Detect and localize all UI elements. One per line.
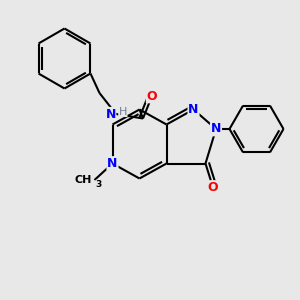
Text: O: O xyxy=(208,181,218,194)
Text: N: N xyxy=(107,157,118,170)
Text: 3: 3 xyxy=(96,180,102,189)
Text: N: N xyxy=(188,103,199,116)
Text: O: O xyxy=(147,89,157,103)
Text: CH: CH xyxy=(75,175,92,185)
Text: N: N xyxy=(105,107,116,121)
Text: N: N xyxy=(211,122,221,136)
Text: H: H xyxy=(119,106,127,117)
